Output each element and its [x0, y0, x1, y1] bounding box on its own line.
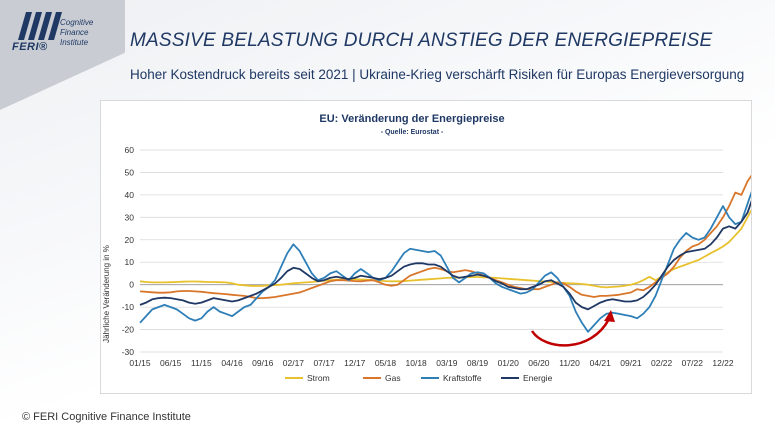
legend-label: Strom: [307, 373, 330, 383]
line-chart: EU: Veränderung der Energiepreise - Quel…: [102, 113, 773, 383]
x-tick-label: 11/15: [191, 358, 212, 368]
logo-line-3: Institute: [60, 38, 89, 47]
feri-logo: FERI® Cognitive Finance Institute: [8, 6, 113, 64]
x-tick-label: 12/17: [344, 358, 366, 368]
legend-label: Energie: [523, 373, 553, 383]
logo-line-1: Cognitive: [60, 18, 94, 27]
x-tick-label: 03/19: [436, 358, 458, 368]
y-tick-label: 60: [125, 145, 135, 155]
logo-brand: FERI®: [12, 41, 48, 53]
x-tick-label: 07/22: [682, 358, 704, 368]
y-tick-label: 40: [125, 190, 135, 200]
x-tick-label: 06/15: [160, 358, 182, 368]
y-tick-label: -20: [122, 325, 135, 335]
y-tick-label: 10: [125, 257, 135, 267]
logo-bars-icon: [18, 12, 62, 40]
x-tick-label: 02/22: [651, 358, 673, 368]
x-tick-label: 06/20: [528, 358, 550, 368]
annotation-arrow: [530, 310, 615, 347]
x-tick-label: 09/21: [620, 358, 642, 368]
page-subtitle: Hoher Kostendruck bereits seit 2021 | Uk…: [130, 67, 745, 82]
series-line-strom: [139, 205, 773, 289]
y-tick-label: 0: [129, 280, 134, 290]
series-line-gas: [139, 167, 773, 300]
chart-subtitle: - Quelle: Eurostat -: [381, 129, 444, 136]
logo-tagline: Cognitive Finance Institute: [60, 18, 116, 48]
chart-panel: EU: Veränderung der Energiepreise - Quel…: [100, 100, 773, 394]
x-tick-label: 05/18: [375, 358, 397, 368]
series-line-kraftstoffe: [139, 183, 773, 333]
x-tick-label: 11/20: [559, 358, 580, 368]
logo-line-2: Finance: [60, 28, 89, 37]
x-tick-labels: 01/15 06/15 11/15 04/16 09/16 02/17 07/17 12/17…: [129, 358, 734, 368]
legend: Strom Gas Kraftstoffe Energie: [285, 373, 553, 383]
y-tick-label: -10: [122, 302, 135, 312]
y-axis-label: Jährliche Veränderung in %: [102, 245, 111, 343]
y-tick-label: 50: [125, 167, 135, 177]
x-tick-label: 08/19: [467, 358, 489, 368]
x-tick-label: 10/18: [406, 358, 428, 368]
x-tick-label: 01/15: [129, 358, 151, 368]
chart-title: EU: Veränderung der Energiepreise: [319, 113, 504, 125]
x-tick-label: 04/21: [590, 358, 612, 368]
x-tick-label: 09/16: [252, 358, 274, 368]
y-tick-label: -30: [122, 347, 135, 357]
x-tick-label: 01/20: [498, 358, 520, 368]
y-tick-label: 30: [125, 212, 135, 222]
y-tick-labels: -30 -20 -10 0 10 20 30 40 50 60: [122, 145, 135, 357]
copyright: © FERI Cognitive Finance Institute: [22, 411, 191, 423]
legend-label: Kraftstoffe: [443, 373, 482, 383]
x-tick-label: 02/17: [283, 358, 305, 368]
page-title: MASSIVE BELASTUNG DURCH ANSTIEG DER ENER…: [130, 30, 713, 51]
x-tick-label: 07/17: [313, 358, 335, 368]
series-lines: [139, 167, 773, 333]
x-tick-label: 12/22: [712, 358, 734, 368]
x-tick-label: 04/16: [221, 358, 243, 368]
legend-label: Gas: [385, 373, 401, 383]
y-tick-label: 20: [125, 235, 135, 245]
series-line-energie: [139, 192, 773, 311]
